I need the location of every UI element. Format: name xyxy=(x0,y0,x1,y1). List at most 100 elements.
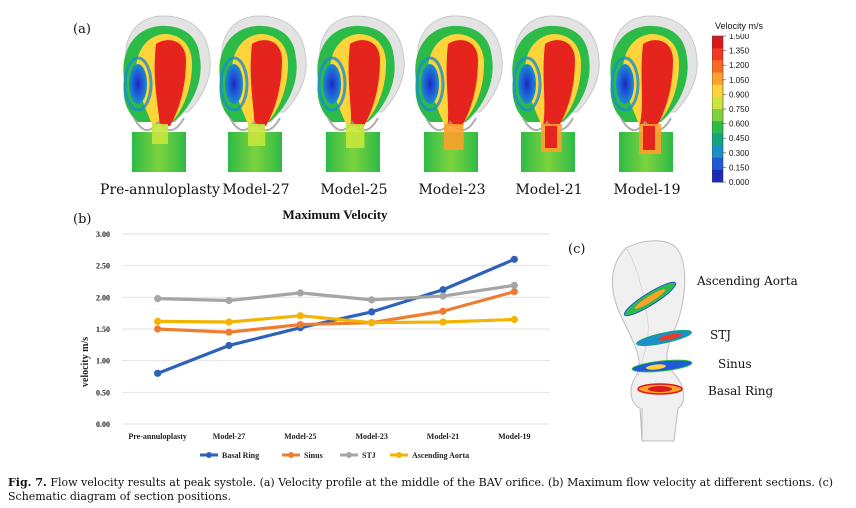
contour-blue-core xyxy=(129,64,147,104)
caption-text: Flow velocity results at peak systole. (… xyxy=(8,476,834,503)
velocity-line-chart: velocity m/s 0.00 0.50 1.00 1.50 2.00 2.50 3.0… xyxy=(80,230,550,460)
section-label: STJ xyxy=(710,328,732,342)
aorta-schematic xyxy=(611,240,693,442)
contour-jet xyxy=(250,40,282,126)
colorbar-band xyxy=(712,36,723,49)
model-label: Model-23 xyxy=(418,182,486,198)
colorbar-tick-label: 0.300 xyxy=(729,149,750,158)
section-basal-ring-core xyxy=(648,386,672,392)
section-stj-core xyxy=(658,333,682,341)
colorbar-band xyxy=(712,96,723,110)
colorbar-band xyxy=(712,72,723,86)
colorbar-band xyxy=(712,157,723,171)
colorbar-tick-label: 1.200 xyxy=(729,61,750,70)
panel-c-label: (c) xyxy=(568,242,586,257)
data-point xyxy=(439,318,447,326)
colorbar-band xyxy=(712,133,723,146)
valve-leaflets xyxy=(425,117,477,131)
model-label: Model-27 xyxy=(222,182,290,198)
velocity-contour-3 xyxy=(317,15,405,172)
section-sinus-core xyxy=(646,364,666,370)
panel-b-label: (b) xyxy=(73,212,92,227)
series-line-stj xyxy=(157,283,515,303)
x-tick-label: Model-25 xyxy=(284,432,316,441)
colorbar-tick-label: 0.600 xyxy=(729,120,750,129)
valve-leaflets xyxy=(522,117,574,131)
y-tick-label: 2.50 xyxy=(96,262,110,271)
legend-item: Basal Ring xyxy=(200,451,259,460)
data-point xyxy=(154,295,162,303)
model-label: Model-21 xyxy=(515,182,583,198)
x-tick-label: Model-19 xyxy=(498,432,530,441)
model-label: Pre-annuloplasty xyxy=(100,182,220,198)
velocity-contour-6 xyxy=(610,15,698,172)
data-point xyxy=(296,312,304,320)
data-point xyxy=(510,255,518,263)
caption-figure-number: Fig. 7. xyxy=(8,476,47,489)
data-point xyxy=(225,328,233,336)
contour-blue-core xyxy=(225,64,243,104)
contour-blue-core xyxy=(421,64,439,104)
velocity-contour-2 xyxy=(219,15,307,172)
velocity-contour-row xyxy=(123,15,698,172)
colorbar-tick-label: 1.050 xyxy=(729,76,750,85)
x-tick-label: Model-21 xyxy=(427,432,459,441)
series-line-sinus xyxy=(157,290,515,334)
data-point xyxy=(296,289,304,297)
colorbar-tick-label: 1.500 xyxy=(729,34,750,41)
x-tick-label: Model-27 xyxy=(213,432,245,441)
series-line-basal-ring xyxy=(157,257,515,375)
contour-jet xyxy=(154,40,186,126)
velocity-contour-5 xyxy=(512,15,600,172)
data-point xyxy=(296,320,304,329)
x-tick-label: Pre-annuloplasty xyxy=(128,432,187,441)
colorbar-band xyxy=(712,145,723,159)
legend-item: Ascending Aorta xyxy=(390,451,469,460)
data-point xyxy=(368,296,376,304)
x-tick-label: Model-23 xyxy=(355,432,387,441)
series-line-ascending-aorta xyxy=(157,314,515,325)
data-point xyxy=(225,296,233,305)
valve-leaflets xyxy=(620,117,672,131)
data-point xyxy=(154,317,162,325)
colorbar-tick-label: 0.450 xyxy=(729,134,750,143)
valve-leaflets xyxy=(229,117,281,131)
legend-item: STJ xyxy=(340,451,376,460)
data-point xyxy=(439,292,447,300)
velocity-contour-4 xyxy=(415,15,503,172)
data-point xyxy=(368,319,376,327)
data-point xyxy=(510,288,518,296)
model-label: Model-19 xyxy=(613,182,681,198)
colorbar-band xyxy=(712,60,723,73)
colorbar-band xyxy=(712,109,723,122)
data-point xyxy=(439,307,447,315)
section-ascending-aorta-core xyxy=(634,289,666,309)
chart-title: Maximum Velocity xyxy=(282,207,388,222)
contour-blue-core xyxy=(323,64,341,104)
data-point xyxy=(225,318,233,326)
legend-item: Sinus xyxy=(282,451,323,460)
colorbar-band xyxy=(712,169,723,183)
colorbar-band xyxy=(712,48,723,61)
aorta-shading xyxy=(625,247,649,377)
y-axis-label: velocity m/s xyxy=(80,337,91,387)
y-tick-label: 1.50 xyxy=(96,325,110,334)
colorbar-title: Velocity m/s xyxy=(715,21,764,31)
legend-label: STJ xyxy=(362,451,376,460)
velocity-contour-1 xyxy=(123,15,211,172)
y-tick-label: 3.00 xyxy=(96,230,110,239)
legend-label: Basal Ring xyxy=(222,451,259,460)
data-point xyxy=(368,308,376,316)
colorbar-band xyxy=(712,121,723,134)
model-label: Model-25 xyxy=(320,182,388,198)
contour-jet xyxy=(446,40,478,126)
data-point xyxy=(439,286,447,294)
y-tick-label: 0.50 xyxy=(96,388,110,397)
y-tick-label: 1.00 xyxy=(96,357,110,366)
contour-blue-core xyxy=(616,64,634,104)
figure-caption: Fig. 7. Flow velocity results at peak sy… xyxy=(8,476,850,504)
colorbar-tick-label: 1.350 xyxy=(729,47,750,56)
contour-jet xyxy=(639,40,673,126)
colorbar-tick-label: 0.750 xyxy=(729,105,750,114)
colorbar: 1.500 1.350 1.200 1.050 0.900 0.750 0.600 0.450… xyxy=(712,34,750,186)
